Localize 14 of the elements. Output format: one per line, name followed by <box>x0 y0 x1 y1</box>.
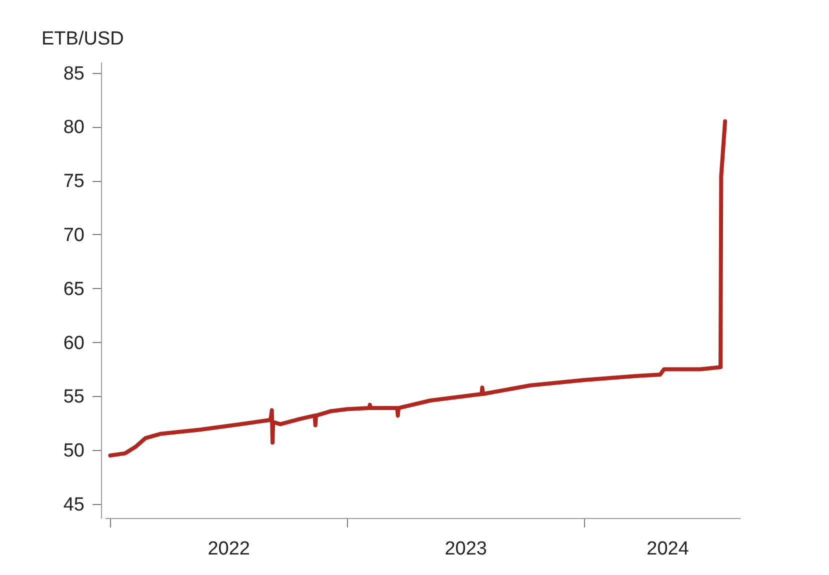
x-tick-label: 2023 <box>444 538 487 560</box>
y-axis-title: ETB/USD <box>42 28 124 50</box>
y-tick-label: 85 <box>63 63 84 84</box>
y-tick-label: 50 <box>63 440 84 462</box>
y-tick-label: 70 <box>63 224 84 246</box>
line-series <box>108 119 728 458</box>
y-tick-label: 55 <box>63 386 84 408</box>
y-tick-label: 65 <box>63 278 84 300</box>
x-tick-label: 2024 <box>646 538 690 560</box>
x-tick-label: 2022 <box>208 538 250 560</box>
y-tick-label: 75 <box>63 171 84 192</box>
y-tick-label: 60 <box>63 332 84 354</box>
y-tick-label: 45 <box>63 494 84 516</box>
y-tick-label: 80 <box>63 117 84 138</box>
